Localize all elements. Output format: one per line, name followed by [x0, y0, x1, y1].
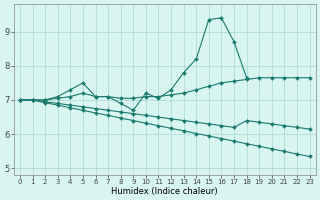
X-axis label: Humidex (Indice chaleur): Humidex (Indice chaleur)	[111, 187, 218, 196]
